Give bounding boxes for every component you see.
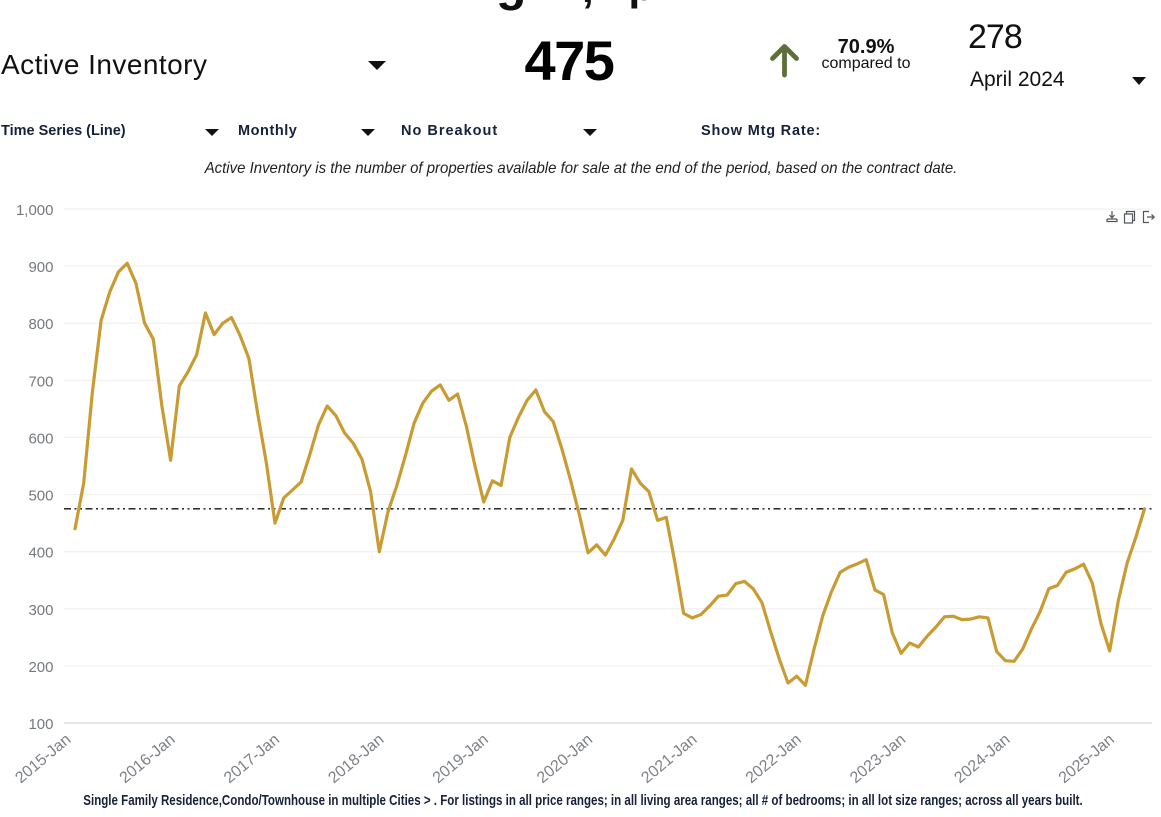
svg-text:2021-Jan: 2021-Jan [638, 731, 700, 787]
svg-text:500: 500 [28, 488, 53, 505]
svg-text:2025-Jan: 2025-Jan [1056, 731, 1118, 787]
svg-text:400: 400 [28, 545, 53, 562]
svg-text:1,000: 1,000 [16, 202, 54, 219]
svg-text:600: 600 [28, 430, 53, 447]
svg-text:2019-Jan: 2019-Jan [430, 731, 492, 787]
svg-text:900: 900 [28, 259, 53, 276]
svg-text:100: 100 [28, 716, 53, 733]
svg-text:2024-Jan: 2024-Jan [951, 731, 1013, 787]
svg-text:300: 300 [28, 602, 53, 619]
svg-text:800: 800 [28, 316, 53, 333]
svg-text:2015-Jan: 2015-Jan [12, 731, 74, 787]
svg-text:200: 200 [28, 659, 53, 676]
svg-text:2017-Jan: 2017-Jan [221, 731, 283, 787]
svg-text:2018-Jan: 2018-Jan [325, 731, 387, 787]
svg-text:2022-Jan: 2022-Jan [743, 731, 805, 787]
svg-text:700: 700 [28, 373, 53, 390]
svg-text:2016-Jan: 2016-Jan [117, 731, 179, 787]
svg-text:2020-Jan: 2020-Jan [534, 731, 596, 787]
svg-text:2023-Jan: 2023-Jan [847, 731, 909, 787]
